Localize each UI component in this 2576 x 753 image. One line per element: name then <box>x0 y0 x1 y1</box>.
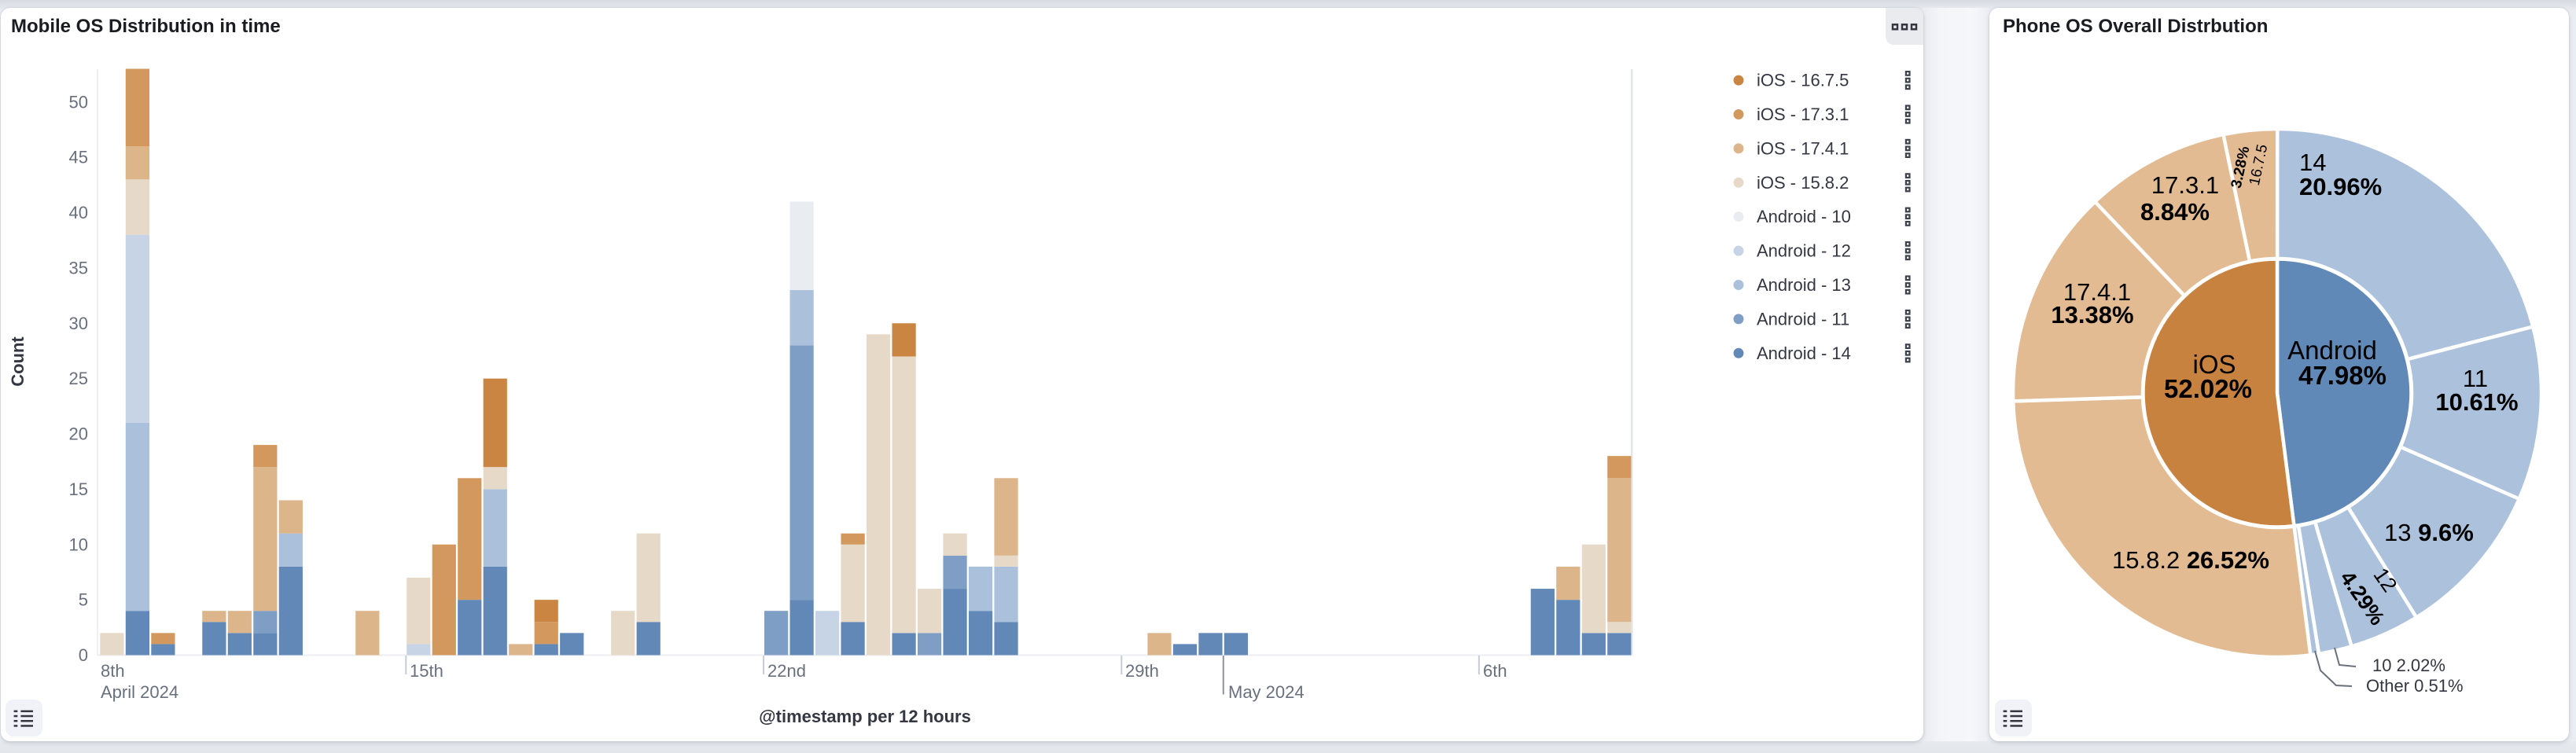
svg-text:15: 15 <box>69 479 88 499</box>
svg-text:50: 50 <box>69 92 88 112</box>
svg-text:@timestamp per 12 hours: @timestamp per 12 hours <box>759 707 971 726</box>
svg-text:15.8.2 26.52%: 15.8.2 26.52% <box>2112 546 2269 574</box>
svg-text:45: 45 <box>69 148 88 167</box>
svg-text:20.96%: 20.96% <box>2299 173 2382 200</box>
svg-text:10.61%: 10.61% <box>2435 388 2518 416</box>
svg-text:8th: 8th <box>101 661 125 681</box>
svg-text:Android - 14: Android - 14 <box>1757 343 1851 363</box>
svg-text:Other 0.51%: Other 0.51% <box>2366 676 2464 696</box>
svg-text:20: 20 <box>69 424 88 444</box>
svg-text:17.4.1: 17.4.1 <box>2063 278 2131 306</box>
svg-text:April 2024: April 2024 <box>101 682 178 702</box>
svg-text:5: 5 <box>79 590 88 610</box>
svg-text:15th: 15th <box>410 661 443 681</box>
svg-text:30: 30 <box>69 314 88 333</box>
svg-text:25: 25 <box>69 369 88 388</box>
svg-text:22nd: 22nd <box>767 661 806 681</box>
svg-text:iOS: iOS <box>2192 350 2236 379</box>
svg-text:Android - 13: Android - 13 <box>1757 275 1851 295</box>
svg-text:13 9.6%: 13 9.6% <box>2384 519 2474 546</box>
svg-text:17.3.1: 17.3.1 <box>2151 171 2219 199</box>
svg-text:May 2024: May 2024 <box>1228 682 1305 702</box>
svg-text:40: 40 <box>69 203 88 222</box>
svg-text:10: 10 <box>69 534 88 554</box>
svg-text:iOS - 17.4.1: iOS - 17.4.1 <box>1757 138 1849 158</box>
svg-text:47.98%: 47.98% <box>2298 361 2386 390</box>
svg-text:14: 14 <box>2299 149 2326 176</box>
svg-text:10 2.02%: 10 2.02% <box>2372 656 2445 675</box>
svg-text:Android - 11: Android - 11 <box>1757 309 1849 329</box>
svg-text:iOS - 16.7.5: iOS - 16.7.5 <box>1757 71 1849 90</box>
svg-text:11: 11 <box>2463 365 2488 392</box>
svg-text:Mobile OS Distribution in time: Mobile OS Distribution in time <box>11 16 281 37</box>
svg-text:Count: Count <box>8 336 28 387</box>
svg-text:iOS - 17.3.1: iOS - 17.3.1 <box>1757 105 1849 124</box>
svg-text:Phone OS Overall Distrbution: Phone OS Overall Distrbution <box>2003 16 2268 37</box>
svg-text:8.84%: 8.84% <box>2140 198 2210 226</box>
svg-text:52.02%: 52.02% <box>2164 374 2252 403</box>
svg-text:6th: 6th <box>1483 661 1507 681</box>
svg-text:0: 0 <box>79 645 88 665</box>
svg-text:Android - 12: Android - 12 <box>1757 241 1851 261</box>
svg-text:iOS - 15.8.2: iOS - 15.8.2 <box>1757 173 1849 193</box>
svg-text:13.38%: 13.38% <box>2051 301 2133 329</box>
svg-text:29th: 29th <box>1125 661 1159 681</box>
svg-text:Android - 10: Android - 10 <box>1757 207 1851 226</box>
svg-text:Android: Android <box>2287 336 2377 365</box>
svg-text:35: 35 <box>69 258 88 277</box>
